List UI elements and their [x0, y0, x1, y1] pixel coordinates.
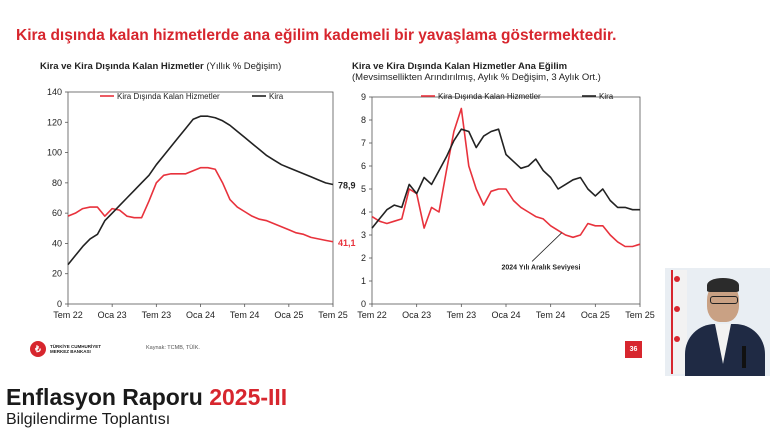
y-tick-label: 140 [47, 87, 62, 97]
x-tick-label: Oca 25 [581, 310, 610, 320]
y-tick-label: 4 [361, 207, 366, 217]
speaker-glasses [710, 296, 738, 304]
y-tick-label: 0 [57, 299, 62, 309]
x-tick-label: Tem 24 [230, 310, 260, 320]
annotation-arrow [531, 232, 563, 262]
x-tick-label: Oca 24 [186, 310, 215, 320]
series-end-label: 41,1 [338, 238, 356, 248]
legend-label: Kira [599, 92, 614, 101]
banner-logo-icon [674, 276, 680, 282]
report-title-period: 2025-III [209, 384, 288, 410]
y-tick-label: 9 [361, 92, 366, 102]
y-tick-label: 0 [361, 299, 366, 309]
banner-logo-icon [674, 336, 680, 342]
x-tick-label: Oca 23 [402, 310, 431, 320]
source-note: Kaynak: TCMB, TÜİK. [146, 345, 200, 351]
y-tick-label: 20 [52, 269, 62, 279]
y-tick-label: 5 [361, 184, 366, 194]
y-tick-label: 6 [361, 161, 366, 171]
y-tick-label: 120 [47, 117, 62, 127]
x-tick-label: Oca 24 [491, 310, 520, 320]
y-tick-label: 3 [361, 230, 366, 240]
right-chart-subtitle: (Mevsimsellikten Arındırılmış, Aylık % D… [352, 72, 601, 83]
y-tick-label: 40 [52, 238, 62, 248]
speaker-hair [707, 278, 739, 292]
report-title: Enflasyon Raporu 2025-III [6, 384, 287, 411]
right-line-chart: 0 1 2 3 4 5 6 7 8 9 Tem 22 Oca 23 Tem 23 Oca 24 Tem 24… [357, 92, 655, 320]
x-tick-label: Oca 25 [274, 310, 303, 320]
y-tick-label: 1 [361, 276, 366, 286]
report-subtitle: Bilgilendirme Toplantısı [6, 411, 171, 428]
series-line-kira-disinda [371, 107, 641, 248]
x-tick-label: Tem 25 [625, 310, 655, 320]
speaker-video [665, 268, 770, 376]
x-tick-label: Tem 22 [357, 310, 387, 320]
left-chart-title: Kira ve Kira Dışında Kalan Hizmetler (Yı… [40, 61, 281, 72]
y-tick-label: 7 [361, 138, 366, 148]
report-title-text: Enflasyon Raporu [6, 384, 203, 410]
legend-label: Kira Dışında Kalan Hizmetler [438, 92, 541, 101]
x-tick-label: Tem 22 [53, 310, 83, 320]
microphone-icon [742, 346, 746, 368]
series-line-kira-disinda [67, 166, 334, 243]
series-line-kira [67, 115, 334, 266]
page-number: 36 [625, 341, 642, 358]
slide-headline: Kira dışında kalan hizmetlerde ana eğili… [16, 27, 617, 44]
left-chart-title-text: Kira ve Kira Dışında Kalan Hizmetler [40, 61, 204, 72]
bank-emblem-icon: ₺ [30, 341, 46, 357]
y-tick-label: 100 [47, 148, 62, 158]
cbrt-logo: ₺ TÜRKİYE CUMHURİYET MERKEZ BANKASI [30, 341, 101, 357]
y-tick-label: 60 [52, 208, 62, 218]
y-tick-label: 2 [361, 253, 366, 263]
x-tick-label: Tem 24 [536, 310, 566, 320]
legend-label: Kira Dışında Kalan Hizmetler [117, 92, 220, 101]
x-tick-label: Tem 23 [447, 310, 477, 320]
left-line-chart: 0 20 40 60 80 100 120 140 Tem 22 Oca 23 Tem 23 Oca … [47, 87, 356, 320]
y-tick-label: 80 [52, 178, 62, 188]
y-tick-label: 8 [361, 115, 366, 125]
series-line-kira [371, 128, 640, 229]
logo-line2: MERKEZ BANKASI [50, 349, 91, 354]
banner-logo-icon [674, 306, 680, 312]
logo-line1: TÜRKİYE CUMHURİYET [50, 343, 102, 349]
x-tick-label: Tem 25 [318, 310, 348, 320]
left-chart-title-unit: (Yıllık % Değişim) [206, 61, 282, 72]
annotation-label: 2024 Yılı Aralık Seviyesi [501, 264, 580, 271]
x-tick-label: Oca 23 [98, 310, 127, 320]
legend-label: Kira [269, 92, 284, 101]
x-tick-label: Tem 23 [142, 310, 172, 320]
bottom-banner [0, 378, 770, 432]
series-end-label: 78,9 [338, 181, 356, 191]
logo-text: TÜRKİYE CUMHURİYET MERKEZ BANKASI [50, 344, 101, 355]
plot-frame [371, 96, 641, 305]
presentation-slide: Kira dışında kalan hizmetlerde ana eğili… [16, 27, 655, 358]
backdrop-banner [671, 270, 687, 374]
right-chart-title: Kira ve Kira Dışında Kalan Hizmetler Ana… [352, 61, 568, 72]
